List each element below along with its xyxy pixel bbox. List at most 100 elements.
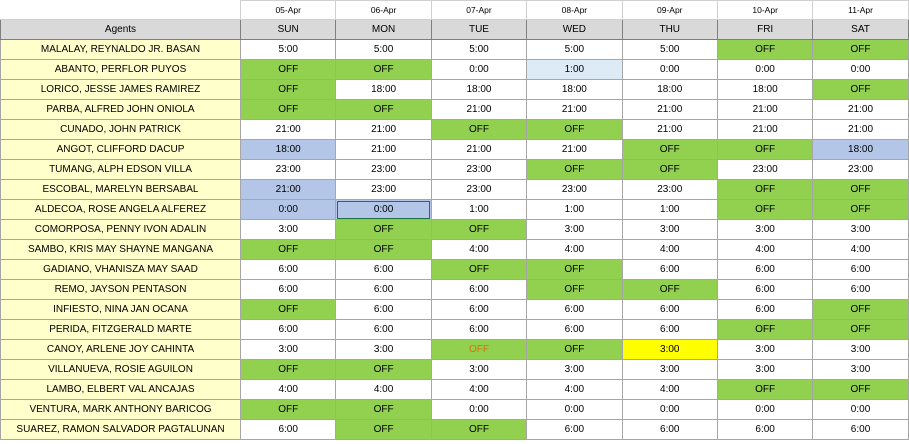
shift-cell-fri[interactable]: 0:00 bbox=[716, 59, 814, 80]
shift-cell-sat[interactable]: 0:00 bbox=[812, 399, 909, 420]
shift-cell-wed[interactable]: 4:00 bbox=[526, 379, 623, 400]
shift-cell-tue[interactable]: 6:00 bbox=[430, 319, 528, 340]
shift-cell-mon[interactable]: 23:00 bbox=[335, 179, 432, 200]
shift-cell-thu[interactable]: 18:00 bbox=[621, 79, 718, 100]
shift-cell-fri[interactable]: OFF bbox=[716, 139, 814, 160]
shift-cell-sat[interactable]: 3:00 bbox=[812, 359, 909, 380]
shift-cell-fri[interactable]: 3:00 bbox=[716, 359, 814, 380]
shift-cell-wed[interactable]: OFF bbox=[526, 339, 623, 360]
shift-cell-sat[interactable]: OFF bbox=[812, 299, 909, 320]
agent-name-cell[interactable]: COMORPOSA, PENNY IVON ADALIN bbox=[0, 219, 241, 240]
shift-cell-wed[interactable]: 21:00 bbox=[526, 99, 623, 120]
shift-cell-tue[interactable]: 23:00 bbox=[430, 159, 528, 180]
shift-cell-thu[interactable]: 4:00 bbox=[621, 239, 718, 260]
shift-cell-mon[interactable]: 6:00 bbox=[335, 279, 432, 300]
day-cell-wed[interactable]: WED bbox=[526, 19, 623, 40]
shift-cell-wed[interactable]: 6:00 bbox=[526, 299, 623, 320]
shift-cell-tue[interactable]: OFF bbox=[430, 339, 528, 360]
date-cell-mon[interactable]: 06-Apr bbox=[335, 0, 432, 20]
shift-cell-sat[interactable]: 23:00 bbox=[812, 159, 909, 180]
date-cell-sat[interactable]: 11-Apr bbox=[812, 0, 909, 20]
day-cell-sun[interactable]: SUN bbox=[239, 19, 337, 40]
date-cell-sun[interactable]: 05-Apr bbox=[239, 0, 337, 20]
agent-name-cell[interactable]: CUNADO, JOHN PATRICK bbox=[0, 119, 241, 140]
shift-cell-sat[interactable]: 4:00 bbox=[812, 239, 909, 260]
shift-cell-fri[interactable]: 6:00 bbox=[716, 419, 814, 440]
agent-name-cell[interactable]: ANGOT, CLIFFORD DACUP bbox=[0, 139, 241, 160]
shift-cell-sun[interactable]: 6:00 bbox=[239, 419, 337, 440]
shift-cell-fri[interactable]: 6:00 bbox=[716, 279, 814, 300]
agent-name-cell[interactable]: PERIDA, FITZGERALD MARTE bbox=[0, 319, 241, 340]
shift-cell-sun[interactable]: OFF bbox=[239, 79, 337, 100]
shift-cell-wed[interactable]: 6:00 bbox=[526, 319, 623, 340]
shift-cell-mon[interactable]: OFF bbox=[335, 219, 432, 240]
shift-cell-wed[interactable]: 3:00 bbox=[526, 359, 623, 380]
shift-cell-thu[interactable]: 21:00 bbox=[621, 99, 718, 120]
shift-cell-mon[interactable]: 21:00 bbox=[335, 119, 432, 140]
shift-cell-thu[interactable]: 3:00 bbox=[621, 339, 718, 360]
shift-cell-fri[interactable]: 6:00 bbox=[716, 259, 814, 280]
shift-cell-fri[interactable]: OFF bbox=[716, 379, 814, 400]
shift-cell-thu[interactable]: 4:00 bbox=[621, 379, 718, 400]
shift-cell-wed[interactable]: 1:00 bbox=[526, 199, 623, 220]
shift-cell-thu[interactable]: OFF bbox=[621, 139, 718, 160]
agent-name-cell[interactable]: ESCOBAL, MARELYN BERSABAL bbox=[0, 179, 241, 200]
shift-cell-mon[interactable]: 0:00 bbox=[335, 199, 432, 220]
shift-cell-wed[interactable]: OFF bbox=[526, 259, 623, 280]
shift-cell-thu[interactable]: 1:00 bbox=[621, 199, 718, 220]
date-cell-fri[interactable]: 10-Apr bbox=[716, 0, 814, 20]
shift-cell-mon[interactable]: 4:00 bbox=[335, 379, 432, 400]
shift-cell-sun[interactable]: OFF bbox=[239, 239, 337, 260]
agent-name-cell[interactable]: MALALAY, REYNALDO JR. BASAN bbox=[0, 39, 241, 60]
shift-cell-tue[interactable]: 18:00 bbox=[430, 79, 528, 100]
shift-cell-fri[interactable]: 23:00 bbox=[716, 159, 814, 180]
shift-cell-tue[interactable]: OFF bbox=[430, 259, 528, 280]
shift-cell-sat[interactable]: 6:00 bbox=[812, 279, 909, 300]
shift-cell-sun[interactable]: 18:00 bbox=[239, 139, 337, 160]
shift-cell-fri[interactable]: 3:00 bbox=[716, 219, 814, 240]
shift-cell-sun[interactable]: 5:00 bbox=[239, 39, 337, 60]
shift-cell-sat[interactable]: OFF bbox=[812, 199, 909, 220]
corner-cell[interactable] bbox=[0, 0, 241, 20]
date-cell-tue[interactable]: 07-Apr bbox=[430, 0, 528, 20]
date-cell-thu[interactable]: 09-Apr bbox=[621, 0, 718, 20]
shift-cell-wed[interactable]: OFF bbox=[526, 279, 623, 300]
shift-cell-wed[interactable]: 1:00 bbox=[526, 59, 623, 80]
shift-cell-thu[interactable]: 6:00 bbox=[621, 299, 718, 320]
shift-cell-thu[interactable]: 3:00 bbox=[621, 359, 718, 380]
shift-cell-wed[interactable]: 3:00 bbox=[526, 219, 623, 240]
shift-cell-thu[interactable]: 6:00 bbox=[621, 419, 718, 440]
shift-cell-mon[interactable]: 18:00 bbox=[335, 79, 432, 100]
shift-cell-mon[interactable]: OFF bbox=[335, 239, 432, 260]
shift-cell-sun[interactable]: 6:00 bbox=[239, 319, 337, 340]
day-cell-mon[interactable]: MON bbox=[335, 19, 432, 40]
shift-cell-mon[interactable]: OFF bbox=[335, 99, 432, 120]
shift-cell-mon[interactable]: 6:00 bbox=[335, 319, 432, 340]
shift-cell-tue[interactable]: OFF bbox=[430, 219, 528, 240]
shift-cell-tue[interactable]: 0:00 bbox=[430, 399, 528, 420]
shift-cell-tue[interactable]: 4:00 bbox=[430, 379, 528, 400]
shift-cell-mon[interactable]: 23:00 bbox=[335, 159, 432, 180]
day-cell-fri[interactable]: FRI bbox=[716, 19, 814, 40]
shift-cell-sat[interactable]: 21:00 bbox=[812, 99, 909, 120]
shift-cell-fri[interactable]: OFF bbox=[716, 319, 814, 340]
shift-cell-fri[interactable]: 3:00 bbox=[716, 339, 814, 360]
shift-cell-sat[interactable]: OFF bbox=[812, 39, 909, 60]
shift-cell-thu[interactable]: 23:00 bbox=[621, 179, 718, 200]
shift-cell-tue[interactable]: OFF bbox=[430, 119, 528, 140]
day-cell-thu[interactable]: THU bbox=[621, 19, 718, 40]
shift-cell-thu[interactable]: 21:00 bbox=[621, 119, 718, 140]
shift-cell-thu[interactable]: 0:00 bbox=[621, 59, 718, 80]
agent-name-cell[interactable]: VENTURA, MARK ANTHONY BARICOG bbox=[0, 399, 241, 420]
shift-cell-wed[interactable]: 23:00 bbox=[526, 179, 623, 200]
agent-name-cell[interactable]: LAMBO, ELBERT VAL ANCAJAS bbox=[0, 379, 241, 400]
shift-cell-mon[interactable]: 6:00 bbox=[335, 259, 432, 280]
shift-cell-tue[interactable]: 3:00 bbox=[430, 359, 528, 380]
agent-name-cell[interactable]: ABANTO, PERFLOR PUYOS bbox=[0, 59, 241, 80]
shift-cell-sat[interactable]: OFF bbox=[812, 79, 909, 100]
shift-cell-wed[interactable]: OFF bbox=[526, 159, 623, 180]
shift-cell-thu[interactable]: OFF bbox=[621, 279, 718, 300]
shift-cell-fri[interactable]: 6:00 bbox=[716, 299, 814, 320]
shift-cell-tue[interactable]: 6:00 bbox=[430, 299, 528, 320]
shift-cell-tue[interactable]: 6:00 bbox=[430, 279, 528, 300]
